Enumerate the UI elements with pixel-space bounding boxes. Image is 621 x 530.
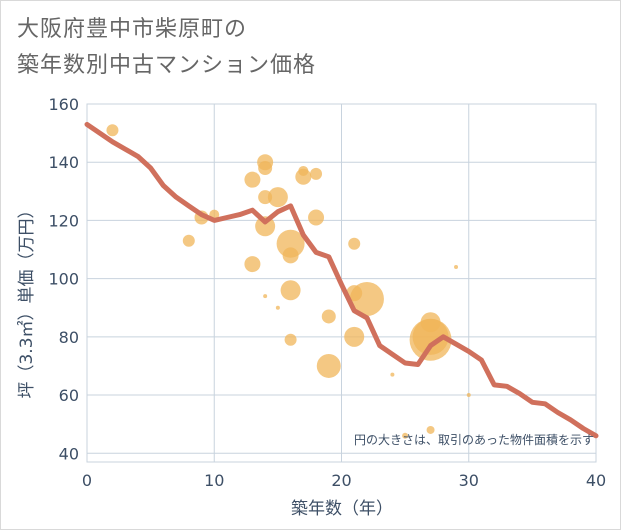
x-tick-label: 0 [82,471,92,490]
x-tick-label: 40 [586,471,606,490]
bubble-point [284,333,297,346]
bubble-point [426,425,435,434]
x-tick-label: 20 [331,471,351,490]
bubble-point [402,432,409,439]
grid-lines [86,103,597,463]
y-tick-label: 140 [48,153,79,172]
bubble-point [308,209,325,226]
y-tick-label: 160 [48,95,79,114]
bubble-point [276,229,305,258]
x-axis-ticks: 0 10 20 30 40 [82,471,606,490]
bubble-point [258,161,273,176]
y-tick-label: 120 [48,211,79,230]
bubble-point [244,256,261,273]
y-axis-label: 坪（3.3㎡）単価（万円） [17,201,37,398]
bubble-point [310,167,323,180]
bubble-point [244,171,261,188]
trend-line [84,121,599,439]
bubble-point [466,393,471,398]
bubble-point [255,216,276,237]
bubble-point [106,124,119,137]
bubble-point [454,264,459,269]
bubble-point [182,234,195,247]
bubble-point [409,318,452,361]
y-tick-label: 40 [59,444,79,463]
bubble-point [348,237,361,250]
y-axis-ticks: 40 60 80 100 120 140 160 [48,95,79,463]
bubble-point [298,165,309,176]
bubble-point [280,280,301,301]
chart-title-line-2: 築年数別中古マンション価格 [17,53,317,78]
bubble-point [267,187,288,208]
x-tick-label: 30 [459,471,479,490]
x-tick-label: 10 [204,471,224,490]
trend-line-group [84,121,599,439]
y-tick-label: 60 [59,386,79,405]
bubble-point [344,326,365,347]
bubble-point [275,305,280,310]
y-tick-label: 100 [48,270,79,289]
bubble-point [349,282,384,317]
bubble-point [316,353,341,378]
bubble-point [282,247,299,264]
chart-title: 大阪府豊中市柴原町の 築年数別中古マンション価格 [17,12,316,84]
bubble-series [106,124,471,439]
chart-title-line-1: 大阪府豊中市柴原町の [17,17,248,42]
size-legend-note: 円の大きさは、取引のあった物件面積を示す [354,432,594,447]
y-tick-label: 80 [59,328,79,347]
bubble-point [263,294,268,299]
bubble-point [321,309,336,324]
x-axis-label: 築年数（年） [291,499,393,519]
bubble-point [390,372,395,377]
